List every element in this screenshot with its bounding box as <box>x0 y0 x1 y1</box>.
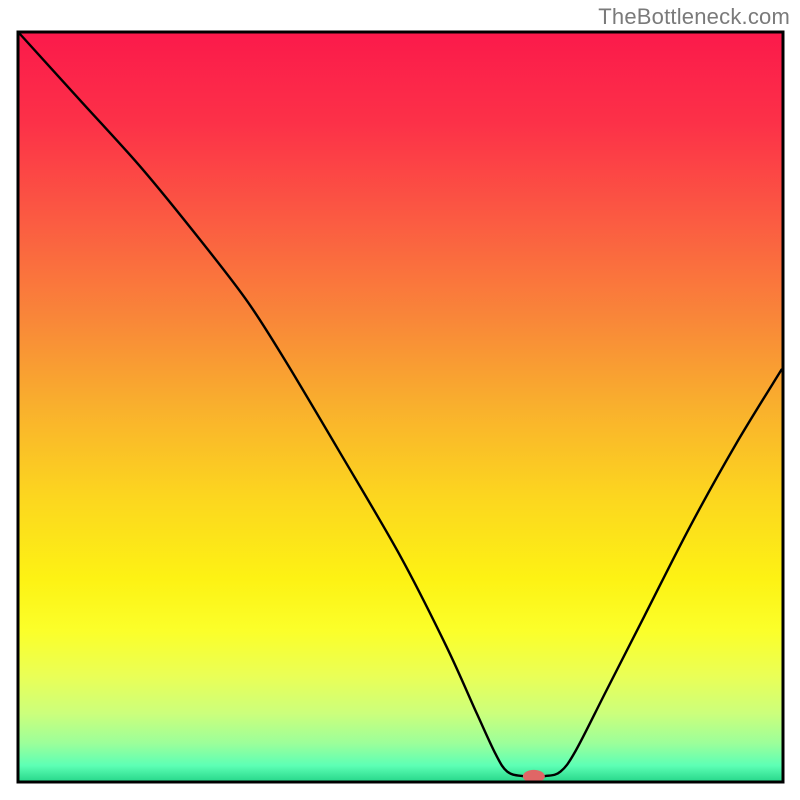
chart-container: TheBottleneck.com <box>0 0 800 800</box>
chart-svg <box>0 0 800 800</box>
gradient-background <box>20 34 782 781</box>
